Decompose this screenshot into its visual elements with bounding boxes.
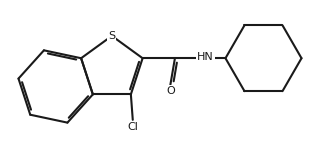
Text: O: O	[166, 86, 175, 96]
Text: Cl: Cl	[127, 122, 138, 132]
Text: HN: HN	[197, 52, 214, 62]
Text: S: S	[108, 31, 116, 41]
